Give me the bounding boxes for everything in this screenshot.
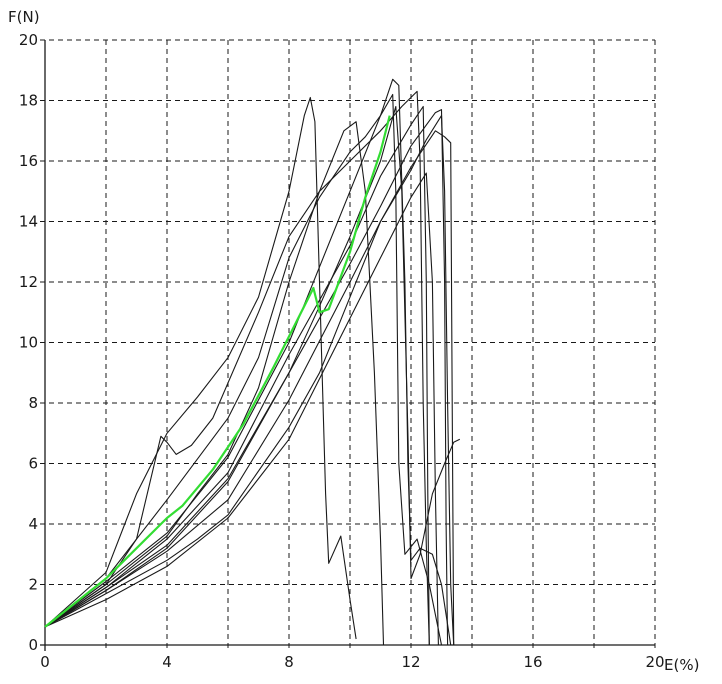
y-tick-label: 10 <box>19 334 38 352</box>
grid <box>40 39 656 651</box>
y-tick-label: 8 <box>28 394 38 412</box>
x-tick-label: 0 <box>40 653 50 671</box>
series-line <box>44 96 357 640</box>
tick-labels: 0 2 4 6 8 10 12 14 16 18 20 0 4 8 12 16 20 <box>19 31 665 671</box>
series-line <box>44 172 439 646</box>
y-tick-label: 16 <box>19 152 38 170</box>
series-line <box>44 105 461 628</box>
y-tick-label: 0 <box>28 636 38 654</box>
y-axis-label: F(N) <box>8 8 40 26</box>
y-tick-label: 4 <box>28 515 38 533</box>
series-line <box>44 130 455 646</box>
y-tick-label: 14 <box>19 213 38 231</box>
x-tick-label: 16 <box>523 653 542 671</box>
series-line <box>44 115 455 646</box>
series-line <box>44 109 449 646</box>
series-line <box>44 90 430 646</box>
x-tick-label: 4 <box>162 653 172 671</box>
y-tick-label: 12 <box>19 273 38 291</box>
x-axis-label: E(%) <box>664 656 699 674</box>
y-tick-label: 2 <box>28 576 38 594</box>
x-tick-label: 20 <box>645 653 664 671</box>
y-tick-label: 6 <box>28 455 38 473</box>
x-tick-label: 12 <box>401 653 420 671</box>
y-tick-label: 20 <box>19 31 38 49</box>
series-line <box>44 78 452 646</box>
y-tick-label: 18 <box>19 92 38 110</box>
series-line <box>44 121 385 646</box>
series-line <box>44 105 430 646</box>
highlighted-series-line <box>44 115 391 628</box>
x-tick-label: 8 <box>284 653 294 671</box>
series-line <box>44 93 443 646</box>
plot-area <box>44 78 461 646</box>
